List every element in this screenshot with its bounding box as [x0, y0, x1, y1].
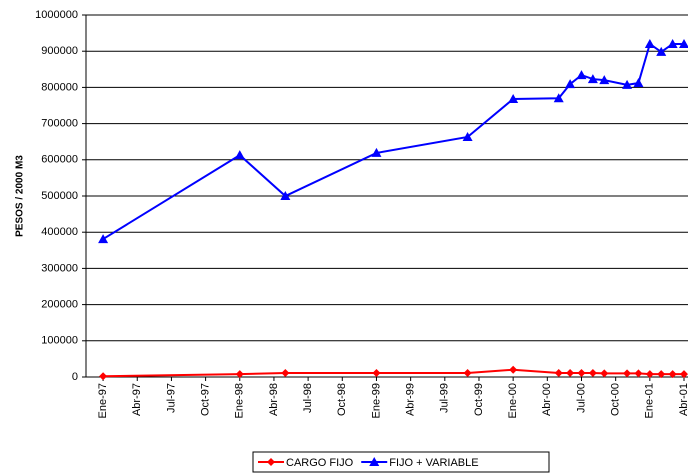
marker	[599, 75, 610, 85]
series-line	[102, 42, 685, 240]
marker	[267, 458, 275, 466]
marker	[634, 369, 643, 378]
x-tick-label: Ene-97	[97, 383, 109, 418]
x-tick-label: Abr-97	[131, 383, 143, 416]
marker	[508, 93, 519, 103]
x-tick-label: Abr-01	[678, 383, 688, 416]
x-tick-label: Jul-99	[439, 383, 451, 413]
marker	[633, 78, 644, 88]
marker	[667, 38, 678, 48]
marker	[98, 234, 109, 244]
marker	[565, 79, 576, 89]
marker	[554, 369, 563, 378]
marker	[281, 369, 290, 378]
marker	[623, 369, 632, 378]
x-tick-label: Oct-97	[200, 383, 212, 416]
marker	[656, 46, 667, 56]
x-tick-label: Jul-00	[575, 383, 587, 413]
marker	[372, 369, 381, 378]
y-tick-label: 1000000	[35, 9, 78, 21]
x-tick-label: Ene-01	[644, 383, 656, 418]
marker	[235, 370, 244, 379]
marker	[369, 457, 380, 466]
marker	[509, 365, 518, 374]
y-tick-label: 200000	[41, 299, 78, 311]
x-tick-label: Abr-00	[541, 383, 553, 416]
y-tick-label: 900000	[41, 45, 78, 57]
marker	[645, 370, 654, 379]
marker	[371, 147, 382, 157]
y-tick-label: 600000	[41, 154, 78, 166]
marker	[99, 372, 108, 381]
y-tick-label: 400000	[41, 226, 78, 238]
x-tick-label: Oct-99	[473, 383, 485, 416]
x-tick-label: Oct-00	[610, 383, 622, 416]
x-tick-label: Jul-97	[165, 383, 177, 413]
y-tick-label: 100000	[41, 335, 78, 347]
x-tick-label: Abr-98	[268, 383, 280, 416]
legend-item: FIJO + VARIABLE	[389, 457, 478, 469]
y-tick-label: 800000	[41, 81, 78, 93]
marker	[566, 369, 575, 378]
y-tick-label: 0	[72, 371, 78, 383]
x-tick-label: Ene-00	[507, 383, 519, 418]
marker	[463, 369, 472, 378]
x-tick-label: Jul-98	[302, 383, 314, 413]
marker	[234, 150, 245, 160]
marker	[462, 131, 473, 141]
y-tick-label: 700000	[41, 118, 78, 130]
x-tick-label: Abr-99	[405, 383, 417, 416]
marker	[622, 79, 633, 89]
marker	[553, 93, 564, 103]
marker	[657, 370, 666, 379]
legend-box	[252, 451, 550, 473]
y-tick-label: 500000	[41, 190, 78, 202]
legend-item: CARGO FIJO	[286, 457, 354, 469]
marker	[680, 370, 688, 379]
x-tick-label: Ene-98	[234, 383, 246, 418]
y-tick-label: 300000	[41, 262, 78, 274]
y-axis-label: PESOS / 2000 M3	[15, 155, 26, 237]
marker	[668, 370, 677, 379]
marker	[644, 38, 655, 48]
marker	[280, 191, 291, 200]
marker	[679, 38, 688, 48]
marker	[600, 369, 609, 378]
marker	[587, 74, 598, 84]
marker	[576, 70, 587, 80]
x-tick-label: Oct-98	[336, 383, 348, 416]
marker	[577, 369, 586, 378]
marker	[588, 369, 597, 378]
x-tick-label: Ene-99	[370, 383, 382, 418]
